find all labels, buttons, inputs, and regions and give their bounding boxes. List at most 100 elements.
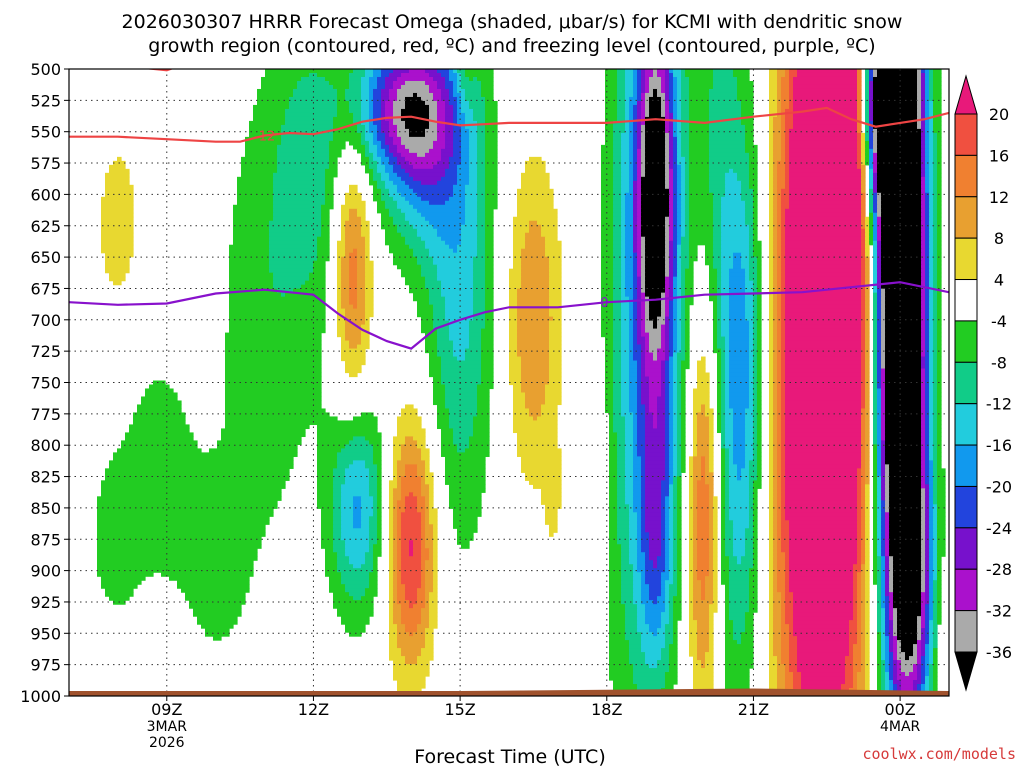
omega-cell — [773, 256, 778, 262]
omega-cell — [337, 112, 354, 118]
omega-cell — [929, 336, 934, 342]
omega-cell — [921, 204, 926, 210]
omega-cell — [781, 152, 786, 158]
omega-cell — [861, 372, 866, 378]
omega-cell — [641, 304, 646, 310]
omega-cell — [645, 156, 666, 162]
omega-cell — [689, 156, 710, 162]
omega-cell — [685, 292, 694, 298]
omega-cell — [933, 260, 938, 266]
omega-cell — [921, 264, 926, 270]
omega-cell — [665, 224, 670, 230]
omega-cell — [937, 140, 942, 146]
omega-cell — [873, 144, 878, 150]
omega-cell — [621, 412, 634, 418]
omega-cell — [637, 264, 642, 270]
omega-cell — [353, 144, 366, 150]
omega-cell — [721, 244, 750, 250]
omega-cell — [677, 424, 682, 430]
omega-cell — [669, 408, 674, 414]
omega-cell — [681, 400, 686, 406]
omega-cell — [405, 440, 418, 445]
omega-cell — [385, 112, 394, 118]
omega-cell — [349, 108, 362, 114]
omega-cell — [621, 176, 630, 182]
omega-cell — [349, 344, 358, 350]
omega-cell — [757, 420, 762, 426]
omega-cell — [885, 468, 890, 473]
omega-cell — [601, 232, 614, 238]
omega-cell — [229, 248, 270, 254]
omega-cell — [509, 336, 518, 342]
omega-cell — [937, 468, 946, 473]
omega-cell — [633, 292, 638, 298]
omega-cell — [437, 344, 454, 350]
omega-cell — [881, 220, 922, 226]
omega-cell — [729, 368, 750, 374]
omega-cell — [933, 364, 938, 370]
omega-cell — [401, 208, 418, 214]
omega-cell — [625, 84, 634, 90]
omega-cell — [633, 116, 638, 122]
omega-cell — [441, 92, 450, 98]
omega-cell — [625, 456, 634, 461]
omega-cell — [869, 104, 874, 110]
omega-cell — [753, 296, 758, 302]
omega-cell — [729, 284, 746, 290]
omega-cell — [633, 88, 638, 94]
omega-cell — [625, 448, 634, 453]
omega-cell — [601, 320, 614, 326]
omega-cell — [681, 136, 690, 142]
omega-cell — [857, 148, 862, 154]
omega-cell — [865, 460, 870, 465]
omega-cell — [409, 132, 426, 138]
omega-cell — [769, 76, 778, 82]
omega-cell — [385, 104, 394, 110]
omega-cell — [621, 356, 630, 362]
omega-cell — [921, 376, 926, 382]
omega-cell — [937, 320, 942, 326]
omega-cell — [401, 84, 430, 90]
omega-cell — [933, 188, 938, 194]
omega-cell — [929, 188, 934, 194]
omega-cell — [653, 424, 658, 430]
omega-cell — [873, 168, 878, 174]
omega-cell — [881, 316, 886, 322]
omega-cell — [749, 152, 758, 158]
omega-cell — [249, 128, 282, 134]
omega-cell — [333, 472, 346, 477]
omega-cell — [469, 128, 478, 134]
omega-cell — [781, 292, 786, 298]
omega-cell — [673, 304, 678, 310]
omega-cell — [917, 96, 922, 102]
omega-cell — [621, 168, 630, 174]
omega-cell — [885, 436, 922, 441]
omega-cell — [725, 352, 730, 358]
omega-cell — [741, 116, 754, 122]
omega-cell — [677, 412, 682, 418]
omega-cell — [769, 188, 774, 194]
omega-cell — [745, 300, 754, 306]
omega-cell — [645, 140, 666, 146]
omega-cell — [517, 296, 550, 302]
omega-cell — [389, 176, 402, 182]
omega-cell — [509, 332, 518, 338]
omega-cell — [689, 140, 710, 146]
omega-cell — [877, 384, 882, 390]
omega-cell — [865, 456, 870, 461]
omega-cell — [757, 452, 762, 457]
omega-cell — [637, 436, 646, 441]
omega-cell — [781, 144, 786, 150]
omega-cell — [453, 104, 458, 110]
omega-cell — [929, 216, 934, 222]
omega-cell — [485, 212, 494, 218]
omega-cell — [677, 172, 682, 178]
omega-cell — [697, 440, 710, 445]
omega-cell — [729, 384, 750, 390]
omega-cell — [329, 140, 346, 146]
omega-cell — [881, 312, 886, 318]
omega-cell — [781, 128, 786, 134]
omega-cell — [613, 276, 622, 282]
omega-cell — [673, 244, 678, 250]
omega-cell — [645, 96, 650, 102]
